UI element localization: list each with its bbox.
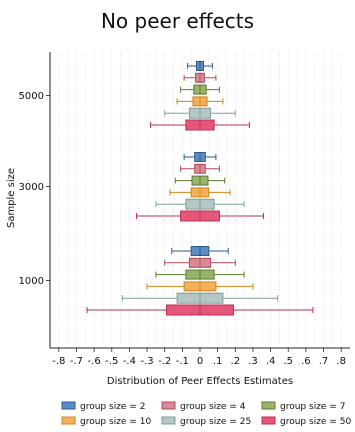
x-tick-label: .1 [213,356,223,367]
x-tick-label: .5 [283,356,293,367]
legend-label: group size = 2 [80,402,145,412]
x-tick-label: .4 [266,356,276,367]
x-tick-label: -.1 [176,356,189,367]
x-tick-label: -.7 [70,356,83,367]
legend-swatch [161,401,176,410]
legend-label: group size = 10 [80,417,151,427]
x-tick-label: -.6 [88,356,101,367]
y-tick-label: 3000 [19,182,44,193]
chart-title: No peer effects [101,9,254,33]
legend-label: group size = 7 [280,402,345,412]
x-tick-label: -.5 [105,356,118,367]
x-tick-label: -.2 [158,356,171,367]
x-tick-label: .3 [248,356,258,367]
legend: group size = 2 group size = 4 group size =… [61,401,351,427]
x-tick-label: .7 [319,356,329,367]
x-tick-label: .6 [301,356,311,367]
legend-swatch [261,416,276,425]
legend-swatch [161,416,176,425]
plot-area [86,61,314,316]
x-tick-label: .2 [231,356,241,367]
y-axis-label: Sample size [6,168,17,228]
legend-label: group size = 4 [180,402,246,412]
x-tick-label: -.3 [140,356,153,367]
x-tick-label: 0 [197,356,203,367]
x-tick-label: -.4 [123,356,136,367]
legend-swatch [261,401,276,410]
y-tick-label: 1000 [19,276,44,287]
axes: -.8 -.7 -.6 -.5 -.4 -.3 -.2 -.1 0 .1 .2 .3 .4 .5 .6 .7.… [19,52,350,367]
legend-label: group size = 50 [280,417,351,427]
x-tick-label: -.8 [52,356,65,367]
legend-label: group size = 25 [180,417,251,427]
y-tick-label: 5000 [19,91,44,102]
x-tick-label: .8 [336,356,346,367]
legend-swatch [61,401,76,410]
x-axis-label: Distribution of Peer Effects Estimates [107,376,293,387]
legend-swatch [61,416,76,425]
